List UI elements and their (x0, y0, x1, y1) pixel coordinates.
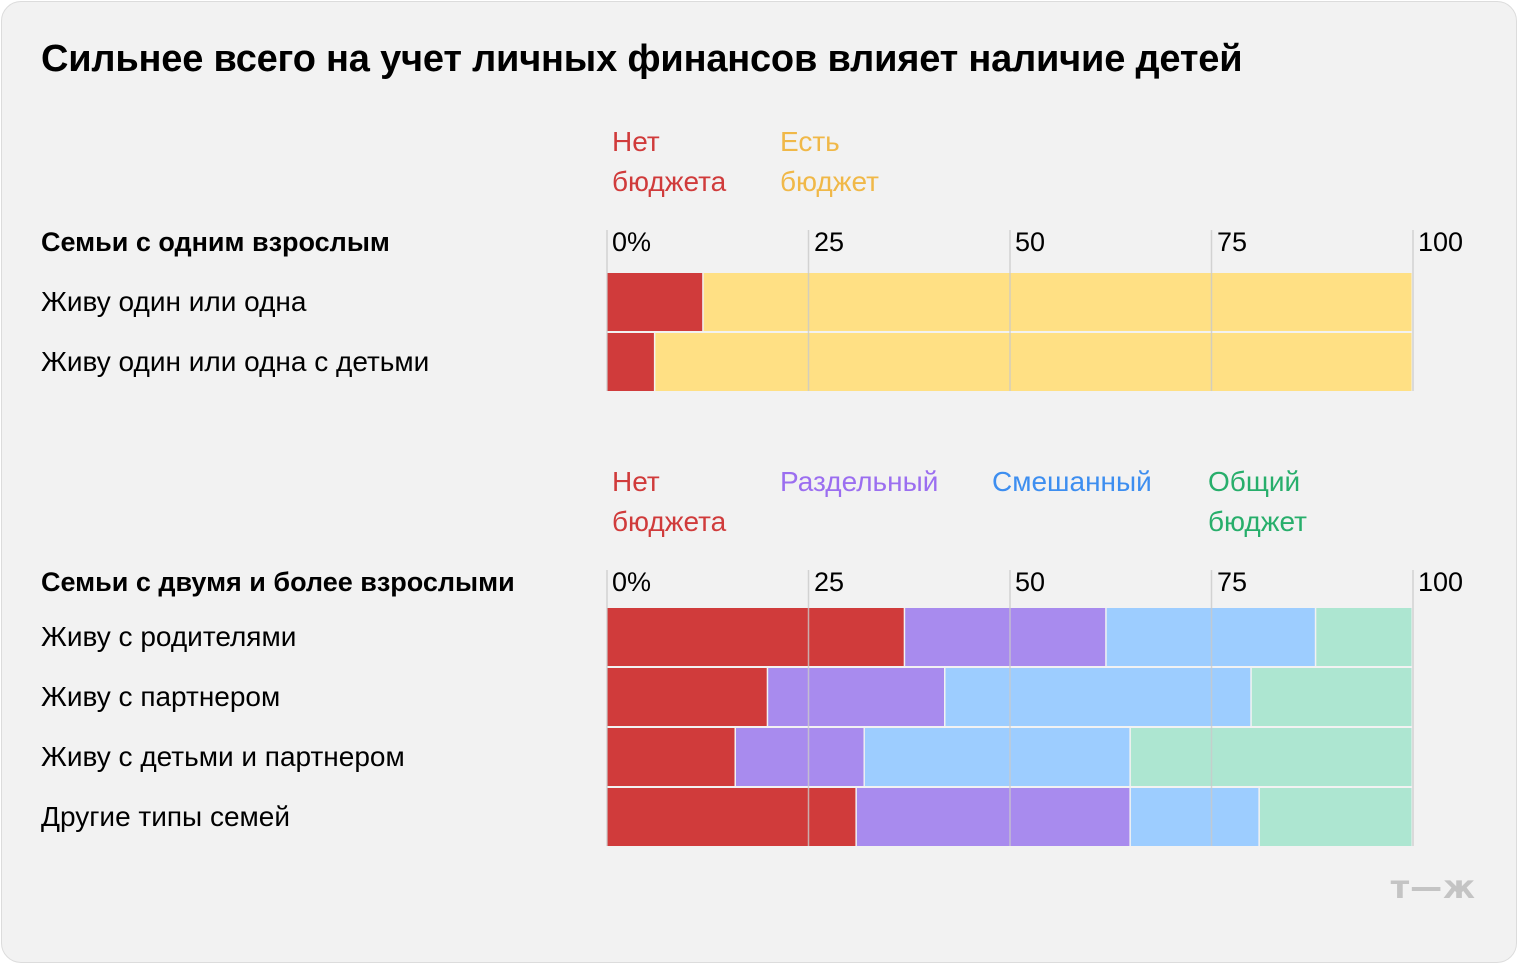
group-title: Семьи с двумя и более взрослыми (41, 567, 515, 597)
tick-label: 0% (612, 227, 652, 257)
bar-segment (736, 728, 864, 786)
row-label: Живу с родителями (41, 621, 297, 652)
bar-segment (1130, 728, 1412, 786)
row-label: Живу с партнером (41, 681, 281, 712)
legend-item: Смешанный (992, 466, 1152, 497)
bar-segment (768, 668, 944, 726)
row-label: Живу один или одна (41, 286, 307, 317)
bar-segment (945, 668, 1251, 726)
bar-segment (655, 333, 1412, 391)
bar-segment (1259, 788, 1412, 846)
bar-segment (607, 333, 654, 391)
bar-segment (607, 788, 856, 846)
tick-label: 75 (1217, 567, 1248, 597)
tick-label: 100 (1418, 227, 1464, 257)
tick-label: 50 (1015, 227, 1046, 257)
group-title: Семьи с одним взрослым (41, 227, 390, 257)
row-label: Живу один или одна с детьми (41, 346, 430, 377)
chart-title: Сильнее всего на учет личных финансов вл… (41, 38, 1243, 80)
legend-item: Нет бюджета (612, 466, 727, 537)
brand-logo: т—ж (1390, 868, 1476, 906)
bar-segment (1130, 788, 1259, 846)
bar-segment (905, 608, 1106, 666)
row-label: Живу с детьми и партнером (41, 741, 405, 772)
tick-label: 75 (1217, 227, 1248, 257)
bar-segment (703, 273, 1412, 331)
bar-segment (1316, 608, 1412, 666)
bar-segment (607, 728, 735, 786)
bar-segment (864, 728, 1130, 786)
legend-item: Нет бюджета (612, 126, 727, 197)
tick-label: 25 (814, 567, 845, 597)
bar-segment (856, 788, 1130, 846)
bar-segment (1251, 668, 1412, 726)
tick-label: 100 (1418, 567, 1464, 597)
row-label: Другие типы семей (41, 801, 290, 832)
legend-item: Раздельный (780, 466, 939, 497)
legend-item: Есть бюджет (780, 126, 879, 197)
tick-label: 0% (612, 567, 652, 597)
bar-segment (607, 668, 767, 726)
bar-segment (607, 608, 904, 666)
tick-label: 50 (1015, 567, 1046, 597)
tick-label: 25 (814, 227, 845, 257)
bar-segment (607, 273, 703, 331)
legend-item: Общий бюджет (1208, 466, 1307, 537)
